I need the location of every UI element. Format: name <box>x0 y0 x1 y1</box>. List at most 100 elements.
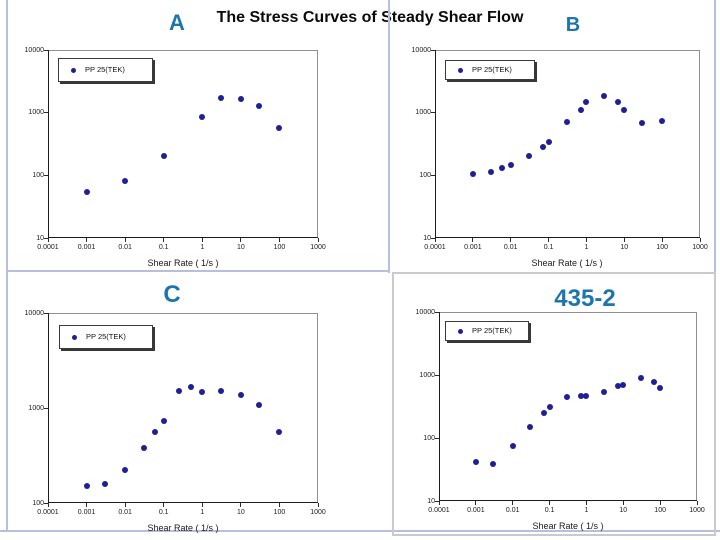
data-point <box>527 423 534 430</box>
y-tick-label: 100 <box>419 171 431 179</box>
legend-label: PP 25(TEK) <box>472 65 512 75</box>
y-tick-label: 10000 <box>411 46 431 54</box>
chart-panel-label: B <box>565 14 581 36</box>
x-tick-label: 0.01 <box>118 509 132 516</box>
x-tick-label: 0.001 <box>77 244 96 251</box>
data-point <box>621 107 628 114</box>
x-tick-mark <box>240 503 242 507</box>
x-tick-label: 1000 <box>689 507 705 514</box>
quadrant-divider-vertical <box>388 0 390 273</box>
y-tick-mark <box>44 312 48 314</box>
y-tick-mark <box>431 49 435 51</box>
y-tick-label: 100 <box>32 171 44 179</box>
x-tick-mark <box>696 501 698 505</box>
data-point <box>659 118 666 125</box>
x-tick-mark <box>278 503 280 507</box>
y-tick-mark <box>435 500 439 502</box>
data-point <box>499 165 506 172</box>
y-tick-mark <box>435 374 439 376</box>
x-tick-mark <box>124 238 126 242</box>
data-point <box>237 392 244 399</box>
legend-marker-icon <box>72 334 77 340</box>
x-tick-mark <box>317 238 319 242</box>
x-tick-mark <box>240 238 242 242</box>
x-tick-label: 0.001 <box>467 507 485 514</box>
y-tick-label: 10 <box>423 234 431 242</box>
x-tick-label: 0.0001 <box>424 244 446 251</box>
y-tick-mark <box>44 502 48 504</box>
data-point <box>614 382 621 389</box>
legend-marker-icon <box>458 67 463 73</box>
x-tick-mark <box>163 238 165 242</box>
data-point <box>583 393 590 400</box>
data-point <box>276 428 283 435</box>
legend-marker-icon <box>71 67 76 73</box>
x-tick-label: 0.001 <box>77 509 96 516</box>
x-tick-label: 10 <box>236 244 245 251</box>
x-tick-label: 0.001 <box>464 244 482 251</box>
x-tick-mark <box>163 503 165 507</box>
y-tick-label: 10000 <box>24 46 44 54</box>
x-tick-mark <box>124 503 126 507</box>
x-tick-mark <box>661 238 663 242</box>
y-tick-mark <box>435 437 439 439</box>
x-tick-mark <box>47 503 49 507</box>
data-point <box>620 381 627 388</box>
y-tick-mark <box>435 311 439 313</box>
data-point <box>83 483 90 490</box>
x-tick-label: 1 <box>584 244 589 251</box>
data-point <box>101 480 108 487</box>
legend-box: PP 25(TEK) <box>58 58 153 82</box>
data-point <box>217 388 224 395</box>
x-tick-mark <box>585 501 587 505</box>
y-axis-line <box>48 50 49 238</box>
x-tick-label: 0.0001 <box>37 244 59 251</box>
data-point <box>545 139 552 146</box>
x-axis-line <box>48 237 318 238</box>
chart-panel-label: C <box>163 281 181 308</box>
data-point <box>651 378 658 385</box>
y-tick-label: 1000 <box>28 404 44 412</box>
slide-border-left <box>6 0 8 532</box>
data-point <box>583 98 590 105</box>
y-tick-mark <box>44 174 48 176</box>
y-axis-line <box>48 313 49 503</box>
y-tick-label: 10 <box>36 234 44 242</box>
x-tick-mark <box>86 238 88 242</box>
x-tick-mark <box>47 238 49 242</box>
data-point <box>525 152 532 159</box>
data-point <box>160 153 167 160</box>
y-tick-mark <box>431 237 435 239</box>
x-tick-label: 0.1 <box>158 509 169 516</box>
x-tick-mark <box>475 501 477 505</box>
data-point <box>637 374 644 381</box>
legend-label: PP 25(TEK) <box>86 332 126 342</box>
x-axis-line <box>48 502 318 503</box>
x-axis-title: Shear Rate ( 1/s ) <box>147 523 219 533</box>
y-axis-line <box>439 312 440 501</box>
data-point <box>509 442 516 449</box>
x-tick-label: 100 <box>656 244 668 251</box>
x-tick-label: 0.1 <box>544 507 555 514</box>
x-axis-title: Shear Rate ( 1/s ) <box>532 521 604 531</box>
x-tick-label: 10 <box>620 244 629 251</box>
data-point <box>472 458 479 465</box>
data-point <box>487 169 494 176</box>
x-tick-label: 10 <box>236 509 245 516</box>
x-tick-mark <box>438 501 440 505</box>
x-tick-label: 0.0001 <box>428 507 450 514</box>
plot-area <box>439 312 697 501</box>
x-tick-label: 100 <box>273 244 286 251</box>
x-tick-mark <box>510 238 512 242</box>
y-tick-label: 1000 <box>415 109 431 117</box>
x-tick-label: 0.0001 <box>37 509 59 516</box>
x-tick-label: 0.01 <box>118 244 132 251</box>
quadrant-divider-horizontal <box>6 270 388 272</box>
x-axis-line <box>435 237 700 238</box>
chart-panel-label: 435-2 <box>554 285 616 312</box>
legend-box: PP 25(TEK) <box>59 325 153 349</box>
slide-border-right <box>714 0 716 532</box>
data-point <box>176 388 183 395</box>
legend-label: PP 25(TEK) <box>472 326 512 336</box>
